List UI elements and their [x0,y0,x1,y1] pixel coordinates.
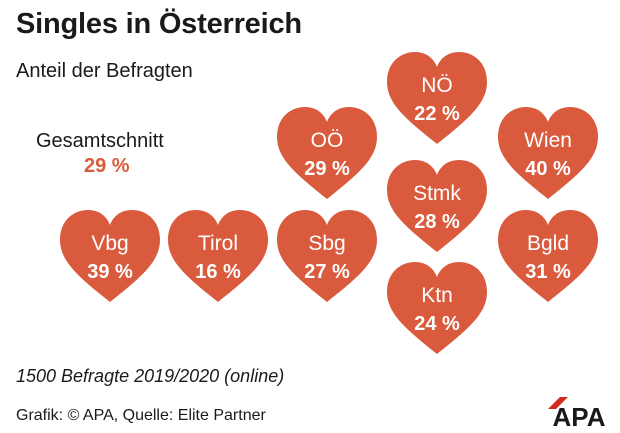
heart-shape [498,107,598,199]
heart-value-label: 31 % [525,261,571,283]
heart-vbg: Vbg 39 % [60,210,160,302]
heart-sbg: Sbg 27 % [277,210,377,302]
heart-oö: OÖ 29 % [277,107,377,199]
heart-category-label: Bgld [527,232,569,255]
heart-category-label: Vbg [91,232,128,255]
average-label: Gesamtschnitt [36,130,164,152]
heart-shape [277,210,377,302]
heart-value-label: 16 % [195,261,241,283]
heart-shape [387,52,487,144]
heart-shape [498,210,598,302]
heart-category-label: Ktn [421,284,453,307]
heart-ktn: Ktn 24 % [387,262,487,354]
average-value: 29 % [84,155,130,177]
heart-shape [60,210,160,302]
heart-wien: Wien 40 % [498,107,598,199]
apa-logo: APA [548,397,606,427]
chart-title: Singles in Österreich [16,8,302,40]
survey-note: 1500 Befragte 2019/2020 (online) [16,366,285,386]
heart-value-label: 24 % [414,313,460,335]
heart-value-label: 39 % [87,261,133,283]
chart-subtitle: Anteil der Befragten [16,60,193,82]
heart-stmk: Stmk 28 % [387,160,487,252]
heart-category-label: NÖ [421,74,453,97]
heart-value-label: 27 % [304,261,350,283]
heart-category-label: Stmk [413,182,461,205]
heart-category-label: OÖ [311,129,344,152]
heart-shape [387,160,487,252]
svg-text:APA: APA [553,402,606,427]
heart-value-label: 22 % [414,103,460,125]
heart-bgld: Bgld 31 % [498,210,598,302]
heart-category-label: Sbg [308,232,345,255]
heart-value-label: 40 % [525,158,571,180]
heart-category-label: Wien [524,129,572,152]
heart-shape [387,262,487,354]
heart-shape [168,210,268,302]
heart-tirol: Tirol 16 % [168,210,268,302]
heart-shape [277,107,377,199]
heart-nö: NÖ 22 % [387,52,487,144]
heart-value-label: 29 % [304,158,350,180]
source-credit: Grafik: © APA, Quelle: Elite Partner [16,407,266,424]
heart-value-label: 28 % [414,211,460,233]
heart-category-label: Tirol [198,232,238,255]
